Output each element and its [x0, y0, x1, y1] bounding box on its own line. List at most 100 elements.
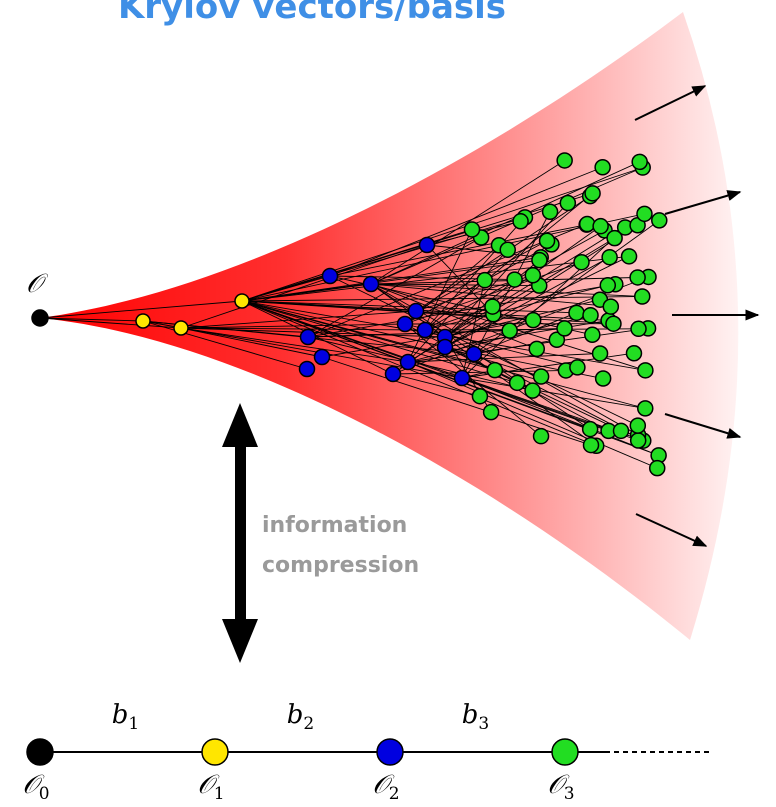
node	[585, 327, 600, 342]
arrow-shaft	[235, 440, 246, 625]
node	[472, 389, 487, 404]
node	[401, 355, 416, 370]
node	[467, 347, 482, 362]
node	[560, 195, 575, 210]
node	[526, 313, 541, 328]
node	[136, 314, 150, 328]
node	[622, 249, 637, 264]
annotation-line: compression	[262, 553, 419, 578]
math-label: b2	[287, 700, 314, 734]
node	[364, 277, 379, 292]
node	[301, 330, 316, 345]
node	[543, 204, 558, 219]
node	[502, 323, 517, 338]
node	[626, 346, 641, 361]
node	[613, 423, 628, 438]
label-subscript: 0	[39, 784, 50, 804]
node	[638, 363, 653, 378]
node	[513, 214, 528, 229]
title: Krylov vectors/basis	[118, 0, 506, 27]
node	[580, 217, 595, 232]
node	[386, 367, 401, 382]
node	[631, 433, 646, 448]
node	[607, 231, 622, 246]
math-label: b1	[112, 700, 139, 734]
node	[485, 299, 500, 314]
node	[487, 363, 502, 378]
label-subscript: 1	[214, 784, 225, 804]
node	[32, 310, 48, 326]
node	[569, 305, 584, 320]
node	[525, 268, 540, 283]
node	[534, 429, 549, 444]
node	[500, 242, 515, 257]
double-arrow	[222, 403, 258, 663]
node	[630, 418, 645, 433]
node	[632, 154, 647, 169]
node	[484, 405, 499, 420]
node	[510, 375, 525, 390]
label-subscript: 3	[564, 784, 575, 804]
chain-node	[377, 739, 403, 765]
label-base: b	[287, 700, 304, 730]
source-label: 𝒪	[26, 269, 49, 299]
node	[593, 346, 608, 361]
node	[593, 219, 608, 234]
node	[323, 269, 338, 284]
node	[534, 369, 549, 384]
node	[398, 317, 413, 332]
chain-node	[27, 739, 53, 765]
label-subscript: 2	[303, 714, 314, 734]
label-base: b	[112, 700, 129, 730]
node	[630, 270, 645, 285]
annotation-line: information	[262, 513, 407, 538]
diagram: Krylov vectors/basis 𝒪 information compr…	[0, 0, 776, 807]
arrow-head	[222, 403, 258, 447]
node	[574, 255, 589, 270]
node	[557, 153, 572, 168]
label-subscript: 3	[478, 714, 489, 734]
node	[602, 250, 617, 265]
label-subscript: 2	[389, 784, 400, 804]
node	[409, 304, 424, 319]
arrow-head	[222, 619, 258, 663]
node	[300, 362, 315, 377]
node	[606, 316, 621, 331]
node	[583, 422, 598, 437]
node	[315, 350, 330, 365]
node	[525, 383, 540, 398]
node	[557, 321, 572, 336]
math-label: b3	[462, 700, 489, 734]
node	[438, 340, 453, 355]
node	[529, 341, 544, 356]
node	[455, 371, 470, 386]
node	[650, 461, 665, 476]
node	[532, 253, 547, 268]
node	[600, 278, 615, 293]
node	[570, 360, 585, 375]
node	[638, 401, 653, 416]
node	[420, 238, 435, 253]
node	[635, 289, 650, 304]
label-base: b	[462, 700, 479, 730]
node	[507, 272, 522, 287]
node	[652, 213, 667, 228]
node	[464, 222, 479, 237]
node	[585, 186, 600, 201]
node	[631, 321, 646, 336]
chain-node	[202, 739, 228, 765]
math-label: 𝒪3	[547, 770, 574, 804]
node	[235, 294, 249, 308]
node	[477, 273, 492, 288]
node	[583, 308, 598, 323]
node	[174, 321, 188, 335]
math-label: 𝒪1	[197, 770, 224, 804]
node	[596, 371, 611, 386]
node	[603, 299, 618, 314]
node	[637, 206, 652, 221]
chain-node	[552, 739, 578, 765]
node	[540, 233, 555, 248]
node	[418, 323, 433, 338]
node	[595, 160, 610, 175]
